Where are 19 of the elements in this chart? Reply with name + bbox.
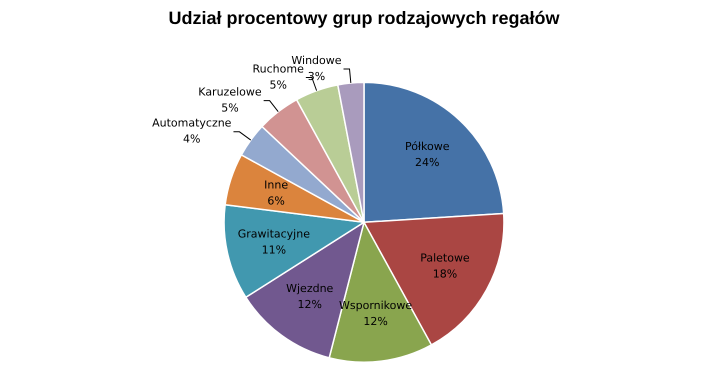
slice-label: Półkowe bbox=[404, 140, 450, 153]
data-label: 12% bbox=[363, 314, 388, 328]
data-label: 24% bbox=[415, 156, 440, 169]
data-label: 5% bbox=[221, 102, 239, 115]
data-label: 18% bbox=[432, 268, 458, 281]
slice-label: Windowe bbox=[291, 54, 342, 67]
data-label: 3% bbox=[308, 70, 326, 83]
data-label: 12% bbox=[297, 298, 322, 311]
slice-label: Grawitacyjne bbox=[238, 227, 310, 240]
data-label: 11% bbox=[262, 243, 286, 256]
slice-label: Inne bbox=[264, 178, 288, 192]
data-label: 6% bbox=[267, 194, 285, 208]
chart-title: Udział procentowy grup rodzajowych regałów bbox=[168, 8, 561, 28]
slice-label: Karuzelowe bbox=[198, 86, 262, 99]
data-label: 4% bbox=[183, 132, 200, 146]
slice-label: Automatyczne bbox=[152, 116, 232, 130]
slice-label: Wjezdne bbox=[286, 282, 334, 295]
data-label: 5% bbox=[269, 78, 287, 92]
slice-label: Paletowe bbox=[420, 252, 470, 265]
